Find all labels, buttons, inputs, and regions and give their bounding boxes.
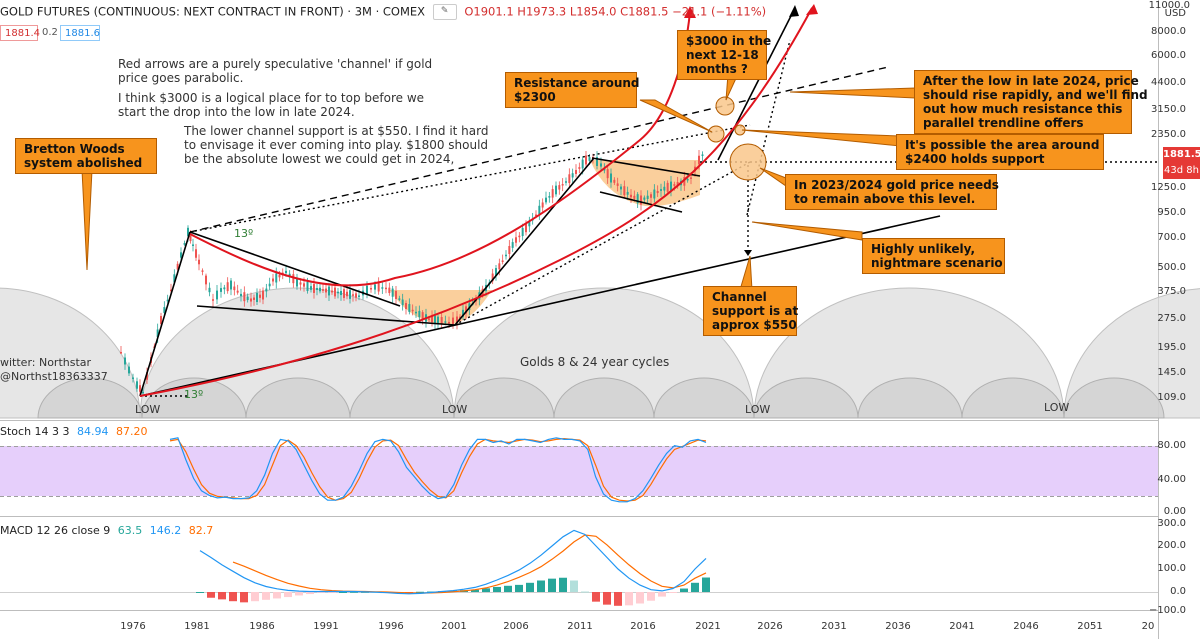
spread-value: 0.2 <box>42 27 58 38</box>
note-red-arrows: Red arrows are a purely speculative 'cha… <box>118 57 433 85</box>
red-arrowhead-2 <box>806 4 818 15</box>
note-3000-top: I think $3000 is a logical place for to … <box>118 91 425 119</box>
macd-tick: 300.0 <box>1157 518 1186 529</box>
marker-circles <box>707 96 767 181</box>
callout-pointers <box>81 73 916 291</box>
year-label: 1996 <box>378 621 404 632</box>
macd-label: MACD 12 26 close 9 <box>0 524 111 537</box>
macd-tick: 200.0 <box>1157 540 1186 551</box>
price-tick: 375.0 <box>1157 286 1186 297</box>
bar-countdown-flag: 43d 8h <box>1163 163 1200 179</box>
ask-price-box[interactable]: 1881.6 <box>60 25 100 41</box>
year-label: 2041 <box>949 621 975 632</box>
year-label: 2026 <box>757 621 783 632</box>
stoch-k-value: 84.94 <box>77 425 109 438</box>
price-tick: 195.0 <box>1157 342 1186 353</box>
pencil-icon[interactable]: ✎ <box>432 4 457 20</box>
arrowhead-black <box>789 5 799 17</box>
stoch-label: Stoch 14 3 3 <box>0 425 70 438</box>
price-tick: 4400.0 <box>1151 77 1186 88</box>
callout-resistance-2300[interactable]: Resistance around $2300 <box>505 72 640 108</box>
callout-channel-550[interactable]: Channel support is at approx $550 <box>703 286 798 336</box>
stoch-tick: 80.00 <box>1157 440 1186 451</box>
cup-zone-1 <box>390 290 492 325</box>
callout-after-low[interactable]: After the low in late 2024, price should… <box>914 70 1148 134</box>
year-label: 20 <box>1141 621 1155 632</box>
note-channel-support: The lower channel support is at $550. I … <box>184 124 489 166</box>
chart-header: GOLD FUTURES (CONTINUOUS: NEXT CONTRACT … <box>0 4 766 20</box>
red-arrowhead-1 <box>684 6 696 18</box>
low-label: LOW <box>442 403 468 416</box>
price-tick: 109.0 <box>1157 392 1186 403</box>
macd-hist-value: 63.5 <box>117 524 143 537</box>
year-label: 2051 <box>1077 621 1103 632</box>
year-label: 2036 <box>885 621 911 632</box>
year-label: 1981 <box>184 621 210 632</box>
macd-line-value: 146.2 <box>149 524 182 537</box>
macd-lines <box>196 529 710 606</box>
price-tick: 700.0 <box>1157 232 1186 243</box>
callout-2023-2024[interactable]: In 2023/2024 gold price needs to remain … <box>785 174 999 210</box>
callout-3000-target[interactable]: $3000 in the next 12-18 months ? <box>677 30 771 80</box>
price-tick: 500.0 <box>1157 262 1186 273</box>
callout-support-2400[interactable]: It's possible the area around $2400 hold… <box>896 134 1104 170</box>
year-label: 2046 <box>1013 621 1039 632</box>
down-arrowhead <box>744 250 752 256</box>
twitter-handle: witter: Northstar @Northst18363337 <box>0 356 108 383</box>
stoch-lines <box>169 437 707 503</box>
price-tick: 3150.0 <box>1151 104 1186 115</box>
macd-legend[interactable]: MACD 12 26 close 9 63.5 146.2 82.7 <box>0 524 213 537</box>
ohlc-values: O1901.1 H1973.3 L1854.0 C1881.5 −21.1 (−… <box>464 4 767 19</box>
year-label: 1976 <box>120 621 146 632</box>
red-parabolic-channel <box>139 7 813 397</box>
year-label: 2001 <box>441 621 467 632</box>
price-tick: 145.0 <box>1157 367 1186 378</box>
stoch-legend[interactable]: Stoch 14 3 3 84.94 87.20 <box>0 425 148 438</box>
symbol-title[interactable]: GOLD FUTURES (CONTINUOUS: NEXT CONTRACT … <box>0 4 426 19</box>
last-price-flag: 1881.5 <box>1163 147 1200 163</box>
year-label: 1986 <box>249 621 275 632</box>
low-label: LOW <box>745 403 771 416</box>
callout-nightmare[interactable]: Highly unlikely, nightmare scenario <box>862 238 1005 274</box>
bid-price-box[interactable]: 1881.4 <box>0 25 40 41</box>
year-label: 1991 <box>313 621 339 632</box>
macd-tick: −100.0 <box>1148 605 1186 616</box>
year-label: 2031 <box>821 621 847 632</box>
low-label: LOW <box>135 403 161 416</box>
price-tick: 2350.0 <box>1151 129 1186 140</box>
small-cycle-arcs <box>37 377 1165 419</box>
angle-label-bottom: 13º <box>184 388 204 401</box>
low-label: LOW <box>1044 401 1070 414</box>
callout-bretton-woods[interactable]: Bretton Woods system abolished <box>15 138 157 174</box>
angle-label-top: 13º <box>234 227 254 240</box>
price-tick: 275.0 <box>1157 313 1186 324</box>
year-label: 2021 <box>695 621 721 632</box>
stoch-d-value: 87.20 <box>116 425 148 438</box>
macd-signal-value: 82.7 <box>188 524 214 537</box>
stoch-band <box>0 446 1158 496</box>
year-label: 2016 <box>630 621 656 632</box>
cycles-label: Golds 8 & 24 year cycles <box>520 355 670 369</box>
price-tick: 6000.0 <box>1151 50 1186 61</box>
price-tick: 950.0 <box>1157 207 1186 218</box>
currency-label[interactable]: USD <box>1164 8 1186 19</box>
macd-tick: 0.0 <box>1170 586 1186 597</box>
price-tick: 1250.0 <box>1151 182 1186 193</box>
stoch-tick: 40.00 <box>1157 474 1186 485</box>
price-tick: 8000.0 <box>1151 26 1186 37</box>
year-label: 2006 <box>503 621 529 632</box>
stoch-tick: 0.00 <box>1163 506 1186 517</box>
macd-tick: 100.0 <box>1157 563 1186 574</box>
price-tick: 11000.0 <box>1148 0 1190 11</box>
year-label: 2011 <box>567 621 593 632</box>
